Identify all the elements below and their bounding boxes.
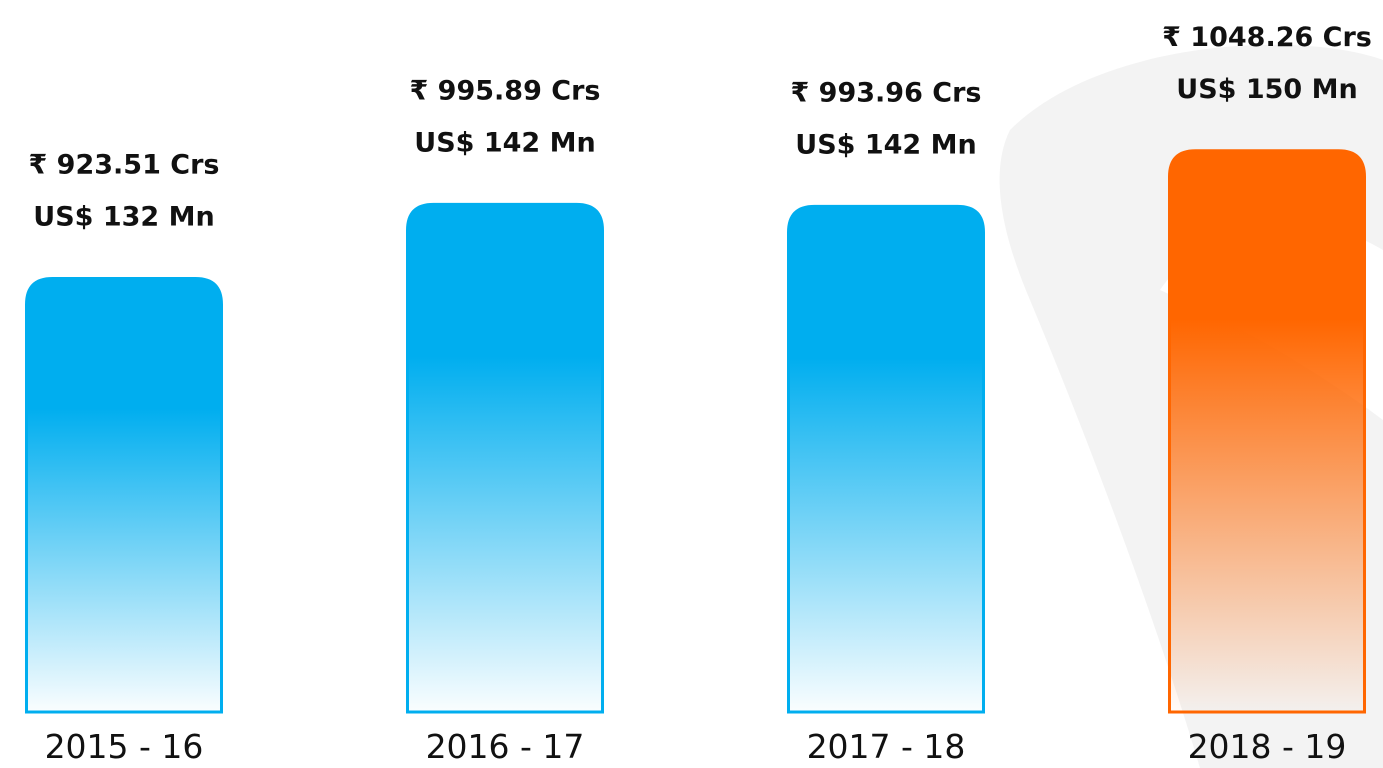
bar xyxy=(1168,149,1366,714)
bar xyxy=(406,202,604,714)
usd-label: US$ 132 Mn xyxy=(33,201,214,232)
x-tick-label: 2018 - 19 xyxy=(1188,727,1347,766)
value-label: ₹ 1048.26 Crs xyxy=(1162,22,1372,53)
usd-label: US$ 150 Mn xyxy=(1176,74,1357,105)
bar xyxy=(25,276,223,714)
value-label: ₹ 923.51 Crs xyxy=(29,149,220,180)
x-tick-label: 2015 - 16 xyxy=(45,727,204,766)
usd-label: US$ 142 Mn xyxy=(414,127,595,158)
usd-label: US$ 142 Mn xyxy=(795,129,976,160)
bar xyxy=(787,204,985,714)
x-tick-label: 2016 - 17 xyxy=(426,727,585,766)
x-tick-label: 2017 - 18 xyxy=(807,727,966,766)
value-label: ₹ 993.96 Crs xyxy=(791,77,982,108)
value-label: ₹ 995.89 Crs xyxy=(410,75,601,106)
